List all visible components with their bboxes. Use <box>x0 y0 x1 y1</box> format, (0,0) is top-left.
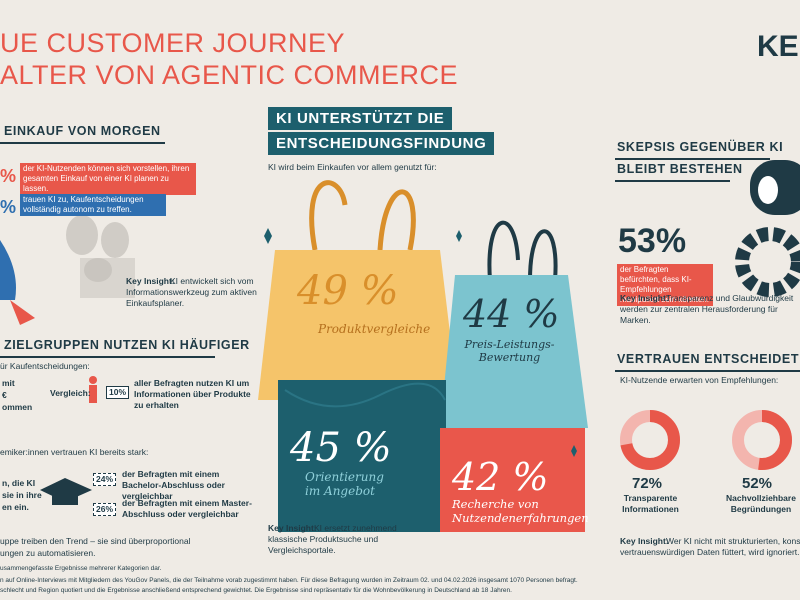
compare-value: 10% <box>106 386 130 399</box>
item-value: 45 % <box>290 425 392 471</box>
shoe-illustration <box>10 300 35 325</box>
donut-value: 52% <box>742 475 773 492</box>
master-text: der Befragten mit einem Master-Abschluss… <box>122 498 252 519</box>
compare-text: aller Befragten nutzen KI um Information… <box>134 378 251 410</box>
side-line: mit <box>2 378 15 388</box>
underline <box>615 180 730 182</box>
donut-arc <box>620 410 680 470</box>
section-heading: SKEPSIS GEGENÜBER KI <box>617 140 784 154</box>
robot-illustration <box>735 160 800 297</box>
side-line: sie in ihre <box>2 490 42 500</box>
footer-note: schlecht und Region quotiert und die Erg… <box>0 587 512 594</box>
section-heading: VERTRAUEN ENTSCHEIDET ÜBE <box>617 352 800 366</box>
closing: uppe treiben den Trend – sie sind überpr… <box>0 536 191 546</box>
bag-handle <box>487 220 558 281</box>
box-coral <box>440 428 585 532</box>
stat-text: trauen KI zu, Kaufentscheidungen vollstä… <box>20 194 166 216</box>
donut-value: 72% <box>632 475 663 492</box>
item-value: 44 % <box>463 292 560 336</box>
bag-handle <box>309 180 416 251</box>
insight-text: Wer KI nicht mit strukturierten, konsist… <box>666 536 800 546</box>
footer-note: n auf Online-Interviews mit Mitgliedern … <box>0 577 578 584</box>
stat-value: 53% <box>618 222 687 260</box>
donut-text: Nachvollziehbare Begründungen <box>726 493 796 514</box>
section-heading: EINKAUF VON MORGEN <box>4 124 161 138</box>
insight-label: Key Insight: <box>126 276 175 286</box>
intro: KI-Nutzende erwarten von Empfehlungen: <box>620 375 779 385</box>
section-heading: BLEIBT BESTEHEN <box>617 162 743 176</box>
bag-blue <box>440 275 588 428</box>
title: ALTER VON AGENTIC COMMERCE <box>0 60 459 90</box>
item-label: Produktvergleiche <box>318 322 431 336</box>
insight-text: KI entwickelt sich vom Informationswerkz… <box>126 276 257 308</box>
footer-note: usammengefasste Ergebnisse mehrerer Kate… <box>0 565 162 572</box>
underline <box>0 356 215 358</box>
box-pattern <box>284 382 446 408</box>
stat-value: % <box>0 166 17 186</box>
bag-yellow <box>258 250 458 400</box>
insight-text: KI ersetzt zunehmend klassische Produkts… <box>268 523 397 555</box>
side-line: € <box>2 390 7 400</box>
side-line: ommen <box>2 402 33 412</box>
insight-label: Key Insight: <box>620 293 669 303</box>
side-line: en ein. <box>2 502 29 512</box>
item-label: Orientierung im Angebot <box>305 470 384 498</box>
stat-text: der KI-Nutzenden können sich vorstellen,… <box>20 163 196 195</box>
section-heading: ZIELGRUPPEN NUTZEN KI HÄUFIGER <box>4 338 250 352</box>
insight-text: Transparenz und Glaubwürdigkeit werden z… <box>620 293 794 325</box>
item-label: Preis-Leistungs-Bewertung <box>464 338 555 364</box>
closing: ungen zu automatisieren. <box>0 548 96 558</box>
master-value: 26% <box>93 503 117 516</box>
logo: KE <box>757 30 799 63</box>
insight-label: Key Insight: <box>268 523 317 533</box>
item-label: Recherche von Nutzendenerfahrungen <box>452 497 589 525</box>
item-value: 49 % <box>297 268 399 314</box>
underline <box>615 158 770 160</box>
item-value: 42 % <box>452 455 549 499</box>
stat-value: % <box>0 197 17 217</box>
intro: KI wird beim Einkaufen vor allem genutzt… <box>268 162 437 172</box>
underline <box>0 142 165 144</box>
box-teal <box>278 380 446 532</box>
person-icon <box>89 376 97 403</box>
graduation-cap <box>40 478 92 505</box>
insight-label: Key Insight: <box>620 536 669 546</box>
compare-label: Vergleich: <box>50 388 91 398</box>
donut-arc <box>732 410 792 470</box>
section-heading: KI UNTERSTÜTZT DIE <box>268 107 453 130</box>
intro: ür Kaufentscheidungen: <box>0 361 90 371</box>
academics: emiker:innen vertrauen KI bereits stark: <box>0 447 149 457</box>
side-line: n, die KI <box>2 478 36 488</box>
person-illustration <box>0 240 16 300</box>
section-heading: ENTSCHEIDUNGSFINDUNG <box>268 132 495 155</box>
donut-group <box>620 410 792 470</box>
title: UE CUSTOMER JOURNEY <box>0 28 346 58</box>
underline <box>615 370 800 372</box>
stat-text: der Befragten befürchten, dass KI-Empfeh… <box>617 264 713 306</box>
donut-text: Transparente Informationen <box>622 493 679 514</box>
bachelor-text: der Befragten mit einem Bachelor-Abschlu… <box>122 469 225 501</box>
plant-illustration <box>66 215 135 298</box>
bachelor-value: 24% <box>93 473 117 486</box>
insight-text: vertrauenswürdigen Daten füttert, wird i… <box>620 547 800 557</box>
